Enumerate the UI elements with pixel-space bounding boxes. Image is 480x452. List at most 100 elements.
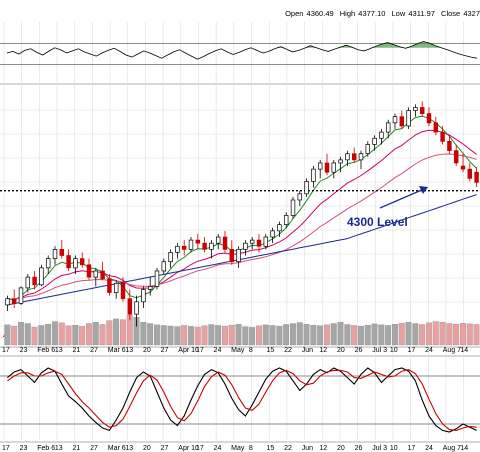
volume-bars — [4, 314, 480, 346]
volume-bar — [283, 324, 290, 346]
volume-bar — [92, 322, 99, 346]
x-tick-label: 24 — [214, 347, 222, 354]
x-tick-label: 15 — [266, 347, 274, 354]
volume-bar — [364, 324, 371, 346]
volume-bar — [17, 322, 24, 346]
x-tick-label: 23 — [20, 445, 28, 452]
volume-bar — [208, 324, 215, 346]
x-tick-label: 27 — [90, 445, 98, 452]
volume-bar — [378, 324, 385, 346]
candle-body — [5, 298, 10, 306]
x-tick-label: 26 — [355, 347, 363, 354]
volume-bar — [72, 324, 79, 346]
candle-body — [181, 245, 187, 250]
volume-bar — [106, 320, 113, 346]
candle-body — [358, 153, 364, 161]
candle-body — [365, 144, 371, 155]
low-label: Low — [391, 9, 406, 18]
volume-bar — [249, 327, 256, 346]
candle-body — [392, 116, 398, 124]
x-tick-label: 20 — [337, 347, 345, 354]
volume-bar — [357, 325, 364, 346]
candle-body — [52, 249, 58, 259]
x-tick-label: 12 — [319, 347, 327, 354]
x-tick-label: 21 — [73, 445, 81, 452]
volume-bar — [398, 323, 405, 346]
candle-body — [59, 249, 65, 256]
x-tick-label: Apr 10 — [178, 347, 199, 354]
x-tick-label: 24 — [214, 445, 222, 452]
open-value: 4360.49 — [306, 9, 334, 18]
candle-body — [93, 270, 99, 278]
x-tick-label: 23 — [20, 347, 28, 354]
candle-body — [338, 159, 343, 164]
gridlines — [0, 22, 480, 440]
candle-body — [154, 270, 160, 287]
x-tick-label: May — [231, 445, 245, 452]
candle-body — [440, 131, 445, 142]
x-tick-label: 17 — [196, 445, 204, 452]
candle-body — [283, 215, 289, 226]
level-arrow-head — [419, 186, 428, 194]
candle-body — [120, 282, 126, 300]
low-value: 4311.97 — [408, 9, 435, 18]
volume-bar — [351, 325, 358, 346]
x-tick-label: 13 — [125, 347, 133, 354]
candle-body — [147, 286, 153, 290]
volume-bar — [255, 325, 262, 346]
candle-body — [460, 165, 466, 170]
volume-bar — [174, 326, 181, 346]
candle-body — [413, 107, 418, 111]
rsi-panel — [0, 41, 480, 65]
candle-body — [168, 252, 173, 263]
x-tick-label: 14 — [460, 347, 468, 354]
candle-body — [175, 245, 180, 253]
candle-body — [215, 236, 221, 244]
x-tick-label: Feb 6 — [37, 347, 55, 354]
volume-bar — [405, 322, 412, 346]
volume-bar — [262, 324, 269, 346]
x-tick-label: 24 — [425, 445, 433, 452]
volume-bar — [317, 325, 324, 346]
volume-bar — [466, 323, 473, 346]
volume-bar — [167, 325, 174, 346]
stoch-d-line — [7, 369, 477, 431]
volume-bar — [242, 326, 249, 346]
candle-body — [447, 141, 452, 151]
volume-bar — [31, 326, 38, 346]
x-tick-label: Feb 6 — [37, 445, 55, 452]
candle-body — [188, 239, 194, 250]
candle-body — [229, 249, 235, 263]
candle-body — [209, 242, 214, 250]
candle-body — [134, 301, 139, 315]
x-tick-label: 27 — [161, 445, 169, 452]
candle-body — [79, 258, 85, 266]
x-tick-label: 20 — [143, 347, 151, 354]
candle-body — [222, 236, 228, 250]
candle-body — [11, 298, 17, 304]
x-tick-label: 14 — [460, 445, 468, 452]
volume-bar — [459, 323, 466, 346]
candle-body — [453, 150, 459, 164]
volume-bar — [4, 324, 11, 346]
volume-bar — [24, 323, 31, 346]
volume-bar — [85, 323, 92, 346]
volume-bar — [276, 325, 283, 346]
candle-body — [100, 270, 105, 280]
candle-body — [39, 267, 44, 286]
candle-body — [324, 162, 330, 173]
volume-bar — [181, 325, 188, 346]
x-tick-label: 27 — [161, 347, 169, 354]
x-tick-label: 21 — [73, 347, 81, 354]
candle-body — [73, 258, 78, 269]
candle-body — [290, 199, 296, 216]
volume-bar — [51, 321, 58, 346]
open-label: Open — [285, 9, 304, 18]
ema-mid-line — [7, 129, 477, 300]
volume-bar — [419, 324, 426, 346]
candle-body — [45, 258, 51, 269]
high-value: 4377.10 — [358, 9, 386, 18]
candle-body — [406, 110, 411, 127]
